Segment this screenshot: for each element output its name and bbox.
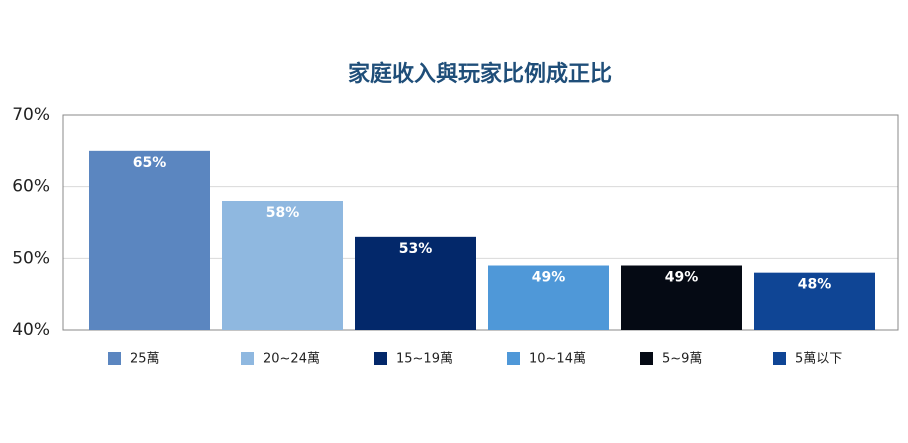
y-tick-label: 50% [12, 248, 50, 268]
legend-swatch [773, 352, 786, 365]
bar [754, 272, 875, 330]
legend-swatch [241, 352, 254, 365]
data-label: 48% [798, 277, 832, 293]
data-label: 65% [133, 155, 167, 171]
plot-border [62, 114, 899, 331]
legend-label: 5~9萬 [662, 352, 702, 367]
bar [621, 265, 742, 330]
legend-swatch [108, 352, 121, 365]
y-tick-label: 40% [12, 320, 50, 340]
y-tick-label: 60% [12, 177, 50, 197]
data-label: 58% [266, 205, 300, 221]
legend-label: 5萬以下 [795, 352, 842, 367]
y-tick-label: 70% [12, 105, 50, 125]
bar [89, 150, 210, 330]
legend-label: 25萬 [130, 352, 160, 367]
legend-label: 20~24萬 [263, 352, 320, 367]
legend-swatch [640, 352, 653, 365]
data-label: 53% [399, 241, 433, 257]
bar [355, 236, 476, 330]
chart-title: 家庭收入與玩家比例成正比 [348, 61, 612, 87]
bar [488, 265, 609, 330]
bar [222, 201, 343, 330]
legend-label: 15~19萬 [396, 352, 453, 367]
legend-label: 10~14萬 [529, 352, 586, 367]
legend-swatch [507, 352, 520, 365]
data-label: 49% [665, 270, 699, 286]
data-label: 49% [532, 270, 566, 286]
legend-swatch [374, 352, 387, 365]
